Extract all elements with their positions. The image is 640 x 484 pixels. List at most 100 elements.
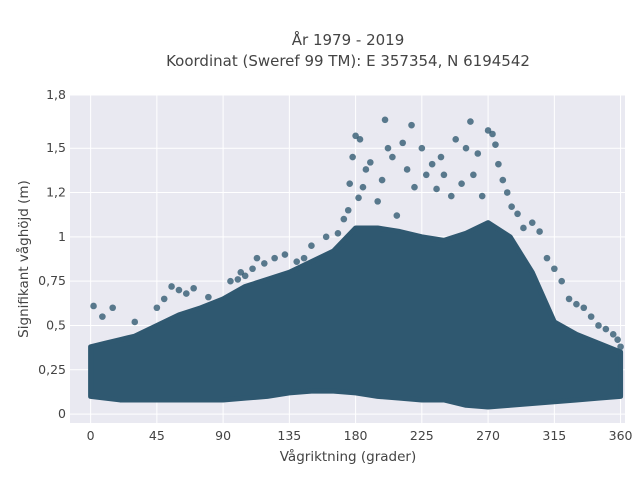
scatter-point: [131, 318, 139, 326]
x-axis-ticks: 0 45 90 135 180 225 270 315 360: [87, 428, 633, 443]
scatter-point: [428, 160, 436, 168]
scatter-point: [346, 180, 354, 187]
scatter-point: [352, 132, 359, 140]
y-tick-label: 1,8: [46, 87, 66, 102]
scatter-point: [418, 144, 426, 152]
x-axis-label: Vågriktning (grader): [280, 448, 417, 465]
y-axis-ticks: 0 0,25 0,5 0,75 1 1,2 1,5 1,8: [38, 87, 66, 421]
scatter-point: [462, 144, 470, 152]
scatter-point: [551, 265, 558, 273]
y-tick-label: 0: [58, 406, 66, 421]
scatter-point: [484, 127, 492, 134]
x-tick-label: 180: [344, 428, 368, 443]
x-tick-label: 225: [410, 428, 434, 443]
x-tick-label: 315: [542, 428, 566, 443]
scatter-point: [237, 268, 245, 276]
scatter-point: [543, 254, 551, 262]
dense-point-cloud: [88, 220, 624, 410]
y-tick-label: 1: [58, 229, 66, 244]
scatter-point: [492, 141, 499, 148]
scatter-point: [322, 233, 330, 241]
scatter-point: [393, 212, 401, 219]
scatter-point: [422, 171, 430, 179]
scatter-point: [558, 277, 565, 285]
scatter-point: [281, 251, 289, 258]
scatter-point: [614, 336, 621, 343]
scatter-point: [528, 219, 536, 226]
outlier-points: [90, 116, 624, 351]
scatter-point: [153, 304, 161, 312]
scatter-point: [403, 166, 411, 173]
scatter-point: [160, 295, 168, 303]
scatter-point: [374, 198, 381, 205]
scatter-point: [381, 116, 389, 124]
scatter-point: [334, 229, 342, 237]
x-tick-label: 90: [215, 428, 231, 443]
scatter-point: [356, 136, 364, 143]
scatter-point: [355, 194, 362, 202]
x-tick-label: 45: [149, 428, 165, 443]
scatter-point: [271, 254, 278, 262]
scatter-point: [362, 166, 370, 173]
scatter-point: [489, 130, 496, 138]
scatter-point: [99, 313, 106, 320]
scatter-point: [411, 183, 418, 191]
scatter-point: [408, 121, 415, 129]
scatter-point: [514, 210, 521, 218]
scatter-point: [467, 118, 474, 125]
y-tick-label: 0,25: [38, 362, 66, 377]
scatter-point: [617, 343, 624, 351]
scatter-point: [433, 185, 440, 193]
scatter-point: [470, 171, 477, 179]
scatter-point: [508, 203, 515, 210]
scatter-point: [587, 313, 595, 320]
x-tick-label: 270: [476, 428, 500, 443]
scatter-point: [293, 258, 301, 265]
scatter-point: [440, 171, 448, 179]
scatter-point: [367, 159, 374, 166]
scatter-point: [452, 136, 460, 143]
point-cloud: [88, 220, 624, 410]
scatter-point: [190, 284, 197, 292]
chart-title-line-2: Koordinat (Sweref 99 TM): E 357354, N 61…: [166, 52, 530, 70]
scatter-point: [609, 331, 617, 338]
scatter-point: [253, 254, 261, 262]
x-tick-label: 135: [277, 428, 301, 443]
y-tick-label: 1,2: [46, 185, 66, 200]
chart-title-line-1: År 1979 - 2019: [292, 30, 405, 49]
scatter-point: [109, 304, 116, 312]
scatter-point: [399, 139, 407, 147]
scatter-point: [340, 215, 348, 223]
y-axis-label: Signifikant våghöjd (m): [15, 180, 32, 338]
scatter-point: [182, 290, 190, 297]
scatter-point: [349, 153, 356, 161]
scatter-point: [168, 283, 175, 290]
scatter-point: [520, 224, 527, 232]
scatter-point: [595, 322, 602, 329]
y-tick-label: 0,75: [38, 273, 66, 288]
scatter-point: [447, 192, 455, 200]
scatter-point: [573, 300, 580, 308]
scatter-point: [90, 302, 97, 310]
y-tick-label: 0,5: [46, 317, 66, 332]
scatter-point: [249, 265, 256, 273]
scatter-point: [495, 160, 502, 168]
scatter-point: [308, 242, 315, 250]
scatter-point: [300, 254, 308, 262]
scatter-point: [344, 206, 352, 214]
scatter-point: [478, 192, 486, 200]
x-tick-label: 0: [87, 428, 95, 443]
scatter-point: [384, 144, 392, 152]
y-tick-label: 1,5: [46, 140, 66, 155]
scatter-point: [234, 276, 242, 283]
scatter-point: [205, 293, 212, 301]
scatter-point: [241, 272, 249, 280]
x-tick-label: 360: [609, 428, 633, 443]
scatter-point: [580, 304, 588, 312]
scatter-point: [503, 189, 511, 196]
scatter-point: [499, 176, 507, 184]
scatter-point: [175, 286, 183, 294]
scatter-point: [602, 325, 610, 333]
